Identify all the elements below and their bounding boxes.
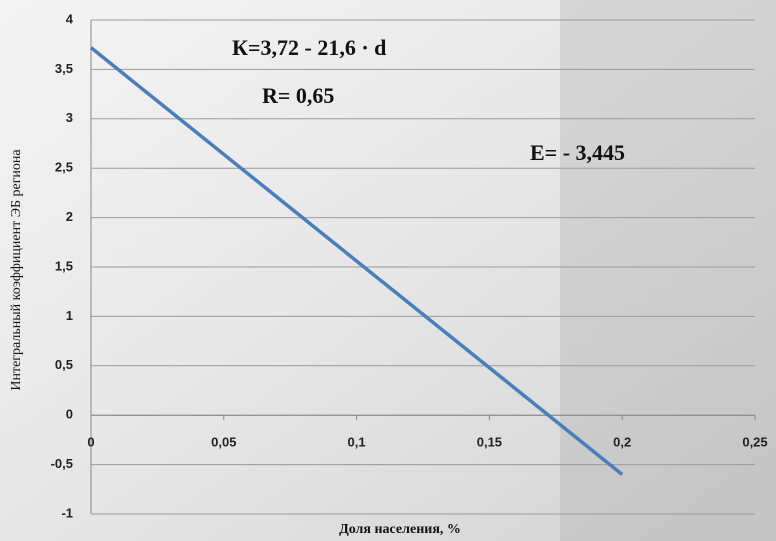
annotation: К=3,72 - 21,6 · d bbox=[232, 35, 386, 60]
y-tick-label: 1 bbox=[66, 308, 73, 323]
x-tick-label: 0 bbox=[87, 435, 94, 450]
background-shade bbox=[560, 0, 776, 541]
y-tick-label: 3,5 bbox=[55, 61, 73, 76]
y-tick-label: 2 bbox=[66, 209, 73, 224]
x-axis-title: Доля населения, % bbox=[339, 522, 461, 537]
y-tick-label: 0 bbox=[66, 407, 73, 422]
annotation: E= - 3,445 bbox=[530, 140, 625, 165]
data-line bbox=[89, 46, 624, 476]
y-tick-label: 2,5 bbox=[55, 160, 73, 175]
y-tick-label: -0,5 bbox=[51, 456, 73, 471]
x-tick-label: 0,25 bbox=[742, 435, 767, 450]
y-axis-title: Интегральный коэффициент ЭБ региона bbox=[9, 149, 24, 391]
y-tick-label: 4 bbox=[66, 11, 74, 26]
x-tick-label: 0,1 bbox=[348, 435, 366, 450]
y-tick-label: -1 bbox=[61, 505, 73, 520]
y-tick-label: 0,5 bbox=[55, 357, 73, 372]
x-tick-label: 0,05 bbox=[211, 435, 236, 450]
y-tick-label: 1,5 bbox=[55, 258, 73, 273]
y-tick-label: 3 bbox=[66, 110, 73, 125]
annotation: R= 0,65 bbox=[262, 83, 334, 108]
x-tick-label: 0,15 bbox=[477, 435, 502, 450]
x-tick-label: 0,2 bbox=[613, 435, 631, 450]
